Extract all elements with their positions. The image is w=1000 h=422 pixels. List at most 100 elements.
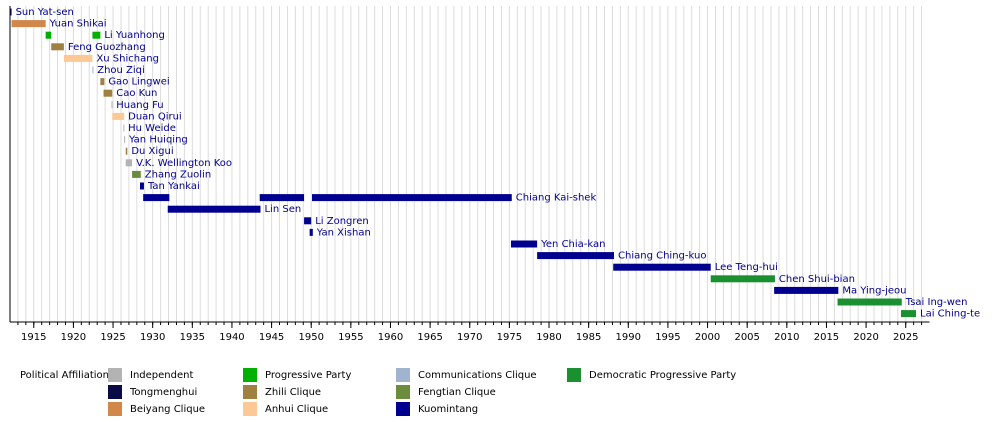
row-label: Yan Xishan bbox=[316, 227, 371, 238]
legend-label: Kuomintang bbox=[418, 404, 478, 415]
tenure-bar bbox=[111, 101, 113, 109]
tenure-bar bbox=[143, 194, 170, 202]
tenure-bar bbox=[103, 89, 113, 97]
x-tick-label: 1975 bbox=[497, 332, 522, 343]
legend-label: Zhili Clique bbox=[265, 387, 321, 398]
row-label: Chiang Kai-shek bbox=[516, 193, 597, 204]
x-tick-label: 1940 bbox=[219, 332, 244, 343]
row-label: Tan Yankai bbox=[147, 181, 200, 192]
row-label: Huang Fu bbox=[116, 100, 163, 111]
row-label: Zhou Ziqi bbox=[97, 65, 145, 76]
legend-swatch bbox=[243, 402, 257, 416]
tenure-bar bbox=[510, 240, 538, 248]
legend-swatch bbox=[108, 385, 122, 399]
x-tick-label: 1990 bbox=[616, 332, 641, 343]
row-label: Ma Ying-jeou bbox=[842, 285, 906, 296]
row-label: Yuan Shikai bbox=[49, 19, 107, 30]
x-tick-label: 1925 bbox=[100, 332, 125, 343]
x-tick-label: 2005 bbox=[734, 332, 759, 343]
legend-title: Political Affiliation: bbox=[20, 370, 112, 381]
row-label: Chen Shui-bian bbox=[779, 274, 855, 285]
row-label: Sun Yat-sen bbox=[16, 7, 74, 18]
tenure-bar bbox=[139, 182, 144, 190]
legend-swatch bbox=[108, 368, 122, 382]
tenure-bar bbox=[259, 194, 305, 202]
tenure-bar bbox=[312, 194, 512, 202]
x-tick-label: 2020 bbox=[853, 332, 878, 343]
row-label: Zhang Zuolin bbox=[145, 169, 211, 180]
tenure-bar bbox=[900, 310, 917, 318]
tenure-bar bbox=[132, 170, 141, 178]
legend-label: Anhui Clique bbox=[265, 404, 328, 415]
x-tick-label: 1920 bbox=[61, 332, 86, 343]
x-tick-label: 1945 bbox=[259, 332, 284, 343]
x-tick-label: 1960 bbox=[378, 332, 403, 343]
tenure-bar bbox=[112, 112, 125, 120]
legend-label: Beiyang Clique bbox=[130, 404, 205, 415]
row-label: Li Yuanhong bbox=[104, 30, 164, 41]
row-label: Chiang Ching-kuo bbox=[618, 251, 706, 262]
row-label: Feng Guozhang bbox=[68, 42, 146, 53]
x-tick-label: 1915 bbox=[21, 332, 46, 343]
x-tick-label: 1950 bbox=[298, 332, 323, 343]
x-tick-label: 2010 bbox=[774, 332, 799, 343]
tenure-bar bbox=[125, 159, 133, 167]
legend-swatch bbox=[243, 385, 257, 399]
legend-label: Communications Clique bbox=[418, 370, 537, 381]
x-tick-label: 1930 bbox=[140, 332, 165, 343]
legend-swatch bbox=[243, 368, 257, 382]
tenure-bar bbox=[837, 298, 902, 306]
tenure-bar bbox=[11, 20, 46, 28]
tenure-bar bbox=[613, 263, 711, 271]
tenure-bar bbox=[92, 66, 94, 74]
legend-swatch bbox=[567, 368, 581, 382]
row-label: Hu Weide bbox=[128, 123, 176, 134]
tenure-bar bbox=[63, 54, 93, 62]
tenure-bar bbox=[100, 78, 105, 86]
tenure-bar bbox=[774, 286, 839, 294]
row-label: V.K. Wellington Koo bbox=[136, 158, 232, 169]
tenure-bar bbox=[51, 43, 64, 51]
tenure-bar bbox=[124, 136, 126, 144]
legend-label: Independent bbox=[130, 370, 193, 381]
legend-label: Tongmenghui bbox=[129, 387, 197, 398]
tenure-bar bbox=[710, 275, 775, 283]
row-label: Lai Ching-te bbox=[920, 309, 980, 320]
legend-label: Democratic Progressive Party bbox=[589, 370, 736, 381]
tenure-bar bbox=[123, 124, 125, 132]
row-label: Yan Huiqing bbox=[128, 135, 188, 146]
legend-swatch bbox=[396, 385, 410, 399]
row-label: Xu Shichang bbox=[96, 53, 158, 64]
legend-label: Fengtian Clique bbox=[418, 387, 496, 398]
legend-swatch bbox=[396, 402, 410, 416]
row-label: Du Xigui bbox=[131, 146, 173, 157]
x-tick-label: 2015 bbox=[814, 332, 839, 343]
legend-swatch bbox=[108, 402, 122, 416]
x-tick-label: 1965 bbox=[417, 332, 442, 343]
x-tick-label: 2025 bbox=[893, 332, 918, 343]
x-tick-label: 1970 bbox=[457, 332, 482, 343]
tenure-bar bbox=[167, 205, 261, 213]
legend-label: Progressive Party bbox=[265, 370, 351, 381]
row-label: Yen Chia-kan bbox=[540, 239, 605, 250]
x-tick-label: 2000 bbox=[695, 332, 720, 343]
tenure-bar bbox=[10, 8, 12, 16]
tenure-bar bbox=[304, 217, 312, 225]
tenure-bar bbox=[537, 252, 615, 260]
row-label: Lee Teng-hui bbox=[715, 262, 778, 273]
tenure-bar bbox=[45, 31, 52, 39]
row-label: Gao Lingwei bbox=[108, 77, 169, 88]
tenure-bar bbox=[309, 228, 313, 236]
row-label: Li Zongren bbox=[315, 216, 369, 227]
row-label: Duan Qirui bbox=[128, 111, 182, 122]
row-label: Cao Kun bbox=[116, 88, 157, 99]
tenure-bar bbox=[125, 147, 128, 155]
x-tick-label: 1935 bbox=[180, 332, 205, 343]
tenure-bar bbox=[92, 31, 101, 39]
row-label: Lin Sen bbox=[264, 204, 301, 215]
x-tick-label: 1995 bbox=[655, 332, 680, 343]
legend-swatch bbox=[396, 368, 410, 382]
row-label: Tsai Ing-wen bbox=[905, 297, 968, 308]
x-tick-label: 1980 bbox=[536, 332, 561, 343]
